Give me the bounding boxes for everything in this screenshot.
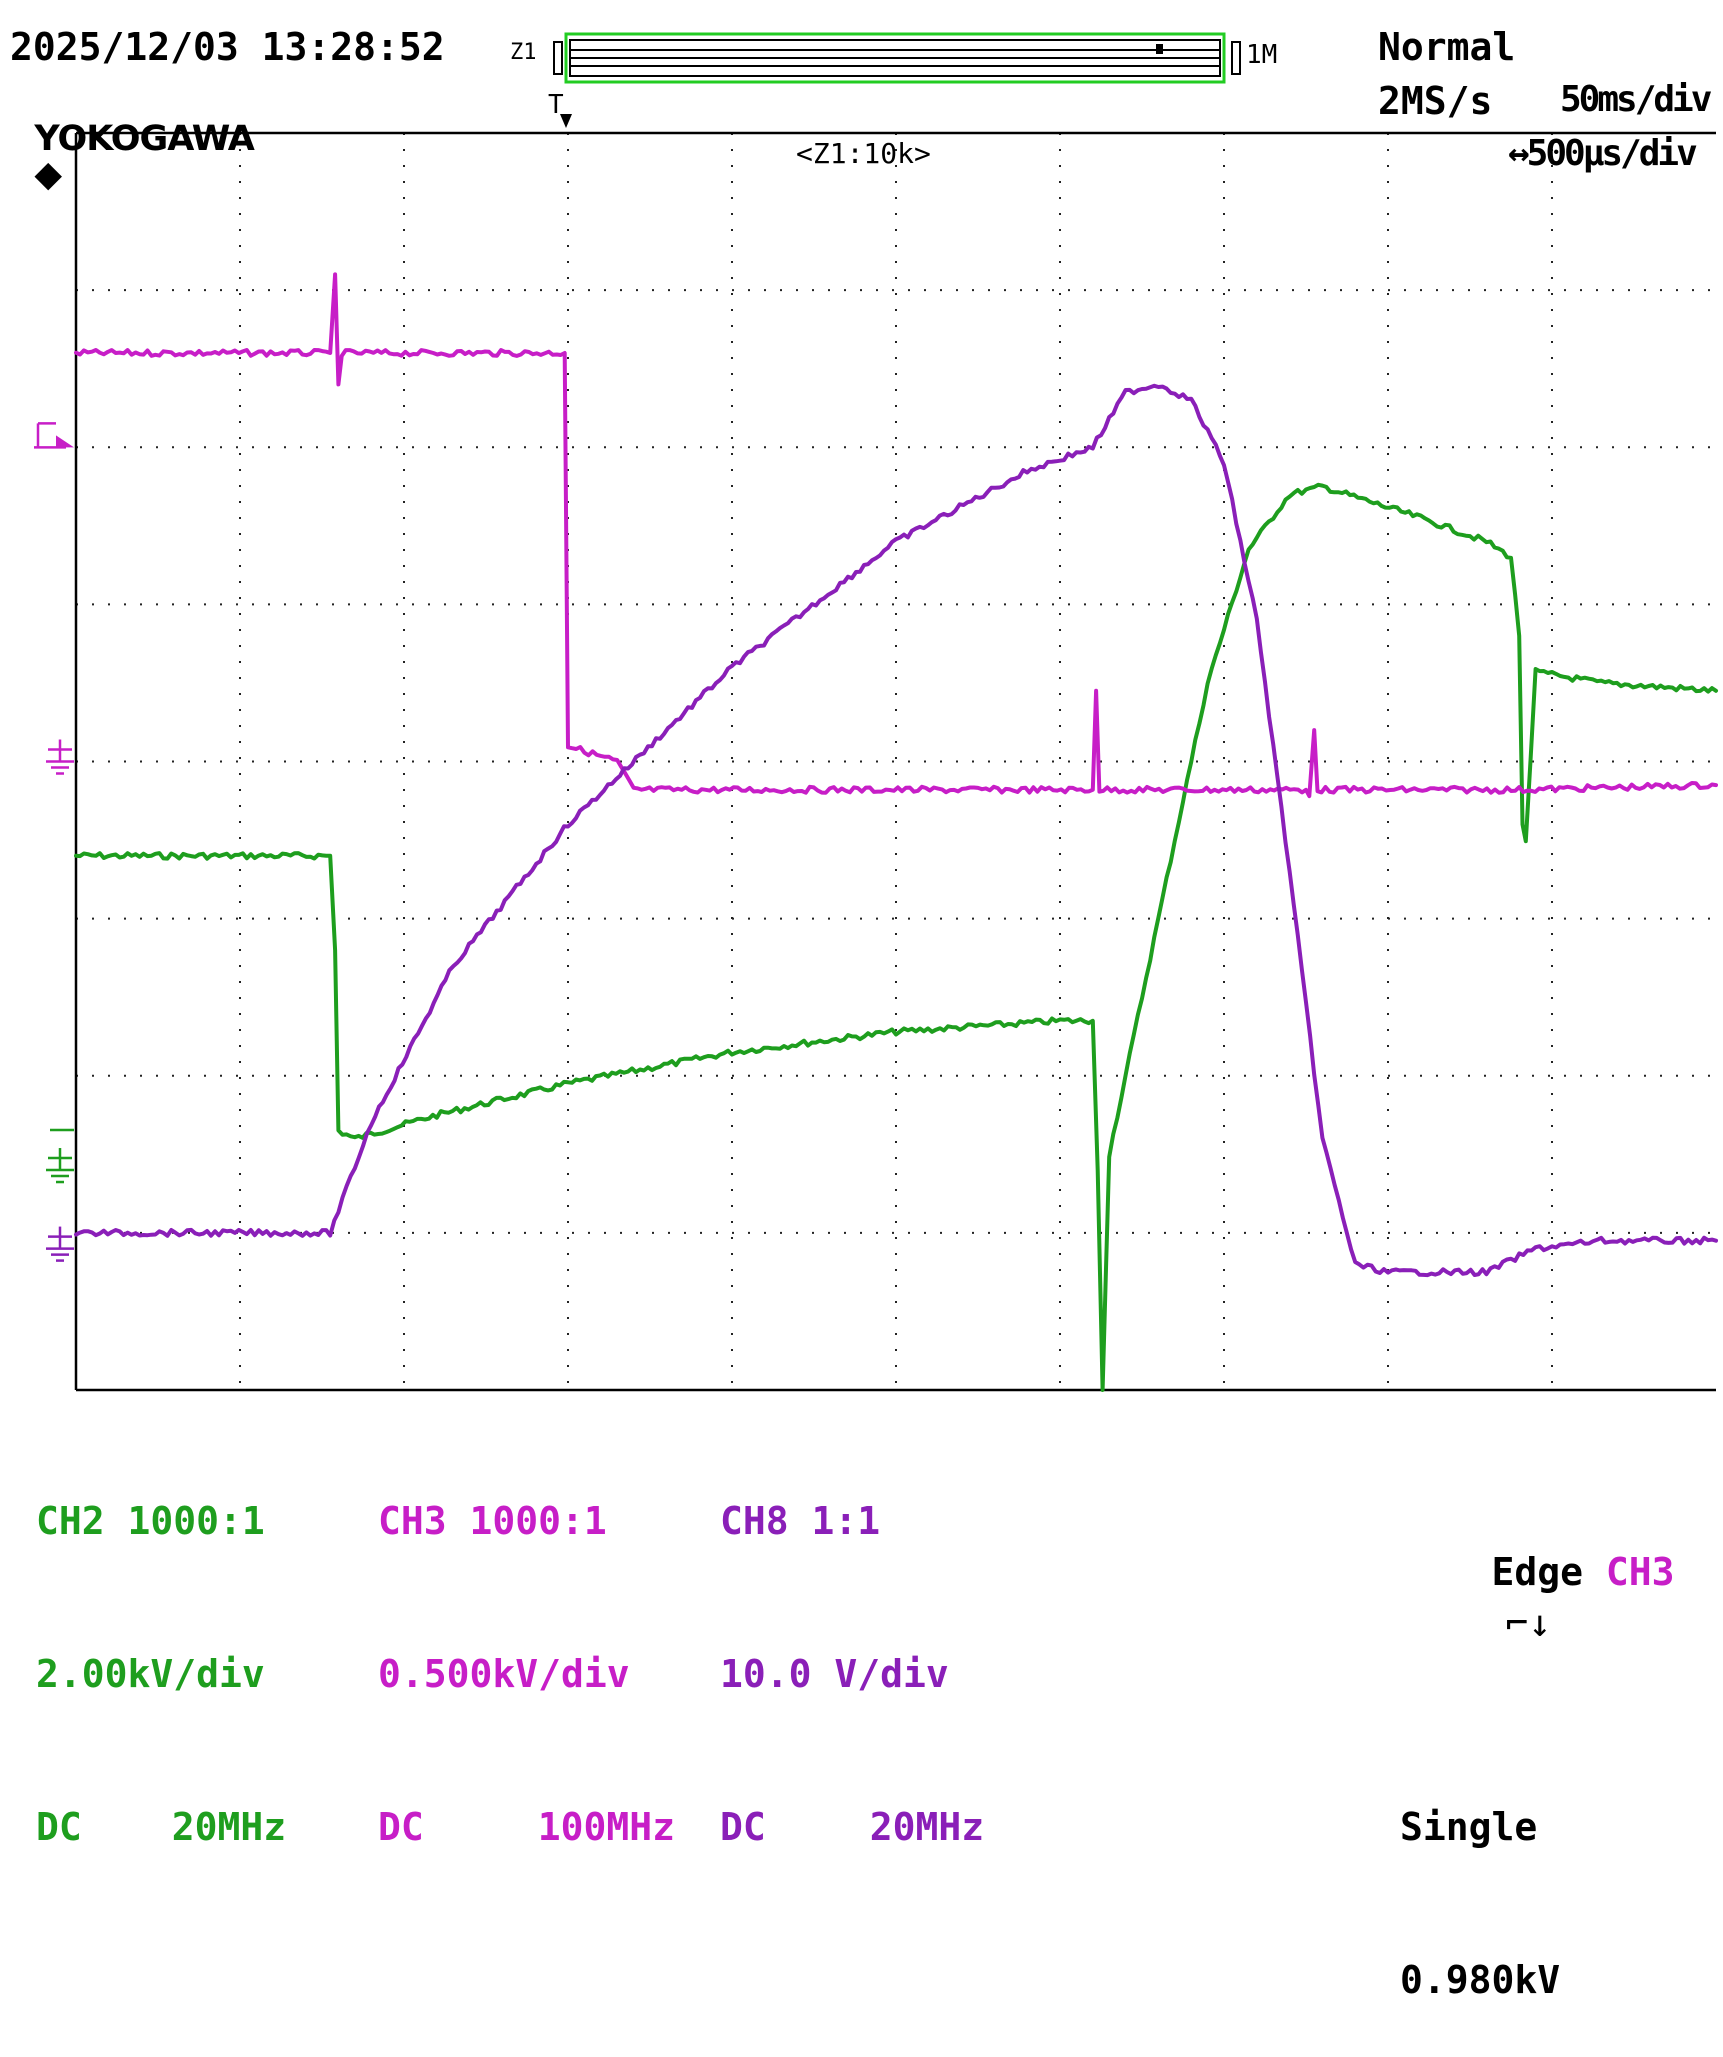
trace-ch8 [74,383,1718,1278]
trigger-type-line: Edge CH3 ⌐↓ [1400,1496,1675,1700]
zoom-left-bracket [553,41,563,75]
trigger-position-pointer [560,114,572,128]
ch8-info: CH8 1:1 10.0 V/div DC 20MHz [720,1394,984,1904]
ch3-title: CH3 1000:1 [378,1499,607,1543]
zoom-position-bar [553,32,1241,128]
record-length: 1M [1246,40,1278,70]
datetime: 2025/12/03 13:28:52 [10,25,445,69]
ch2-ground-marker [46,1148,74,1184]
trigger-position-label: T [548,90,564,120]
ch3-info: CH3 1000:1 0.500kV/div DC 100MHz [378,1394,675,1904]
ch2-coupling: DC 20MHz [36,1805,287,1849]
plot-frame [74,131,1716,1392]
ch3-coupling: DC 100MHz [378,1805,676,1849]
trigger-level-arrow [56,435,74,448]
waveform-traces [74,272,1718,1392]
trigger-level: 0.980kV [1400,1958,1561,2002]
ch8-coupling: DC 20MHz [720,1805,985,1849]
zoom-left-label: Z1 [510,40,537,65]
ch3-scale: 0.500kV/div [378,1652,630,1696]
graticule [76,133,1716,1390]
zoom-timebase: ↔500μs/div [1508,133,1698,174]
acquisition-mode: Normal [1378,25,1516,69]
ch2-info: CH2 1000:1 2.00kV/div DC 20MHz [36,1394,286,1904]
ch3-ground-marker [46,739,74,775]
ch2-title: CH2 1000:1 [36,1499,265,1543]
zoom-right-bracket [1231,41,1241,75]
trigger-info: Edge CH3 ⌐↓ Single 0.980kV [1400,1394,1675,2057]
sample-rate: 2MS/s [1378,79,1493,123]
zoom-bar-frame [564,32,1226,84]
trace-ch2 [74,482,1718,1392]
falling-edge-icon: ⌐↓ [1505,1601,1552,1645]
ground-markers [34,422,74,1262]
trigger-level-marker [34,422,74,449]
diamond-icon: ◆ [34,154,62,195]
ch8-title: CH8 1:1 [720,1499,881,1543]
oscilloscope-display [34,32,1718,1392]
ch8-scale: 10.0 V/div [720,1652,949,1696]
ch8-ground-marker [46,1226,74,1262]
brand-logo: YOKOGAWA ◆ [12,87,255,195]
trigger-type: Edge [1491,1550,1584,1594]
trigger-source: CH3 [1605,1550,1675,1594]
trigger-mode: Single [1400,1805,1538,1849]
ch2-scale: 2.00kV/div [36,1652,265,1696]
trace-ch3 [74,272,1718,799]
zoom-position-cursor [1156,44,1163,54]
zoom-label: <Z1:10k> [796,137,931,170]
brand-text: YOKOGAWA [34,119,255,159]
main-timebase: 50ms/div [1560,79,1712,120]
